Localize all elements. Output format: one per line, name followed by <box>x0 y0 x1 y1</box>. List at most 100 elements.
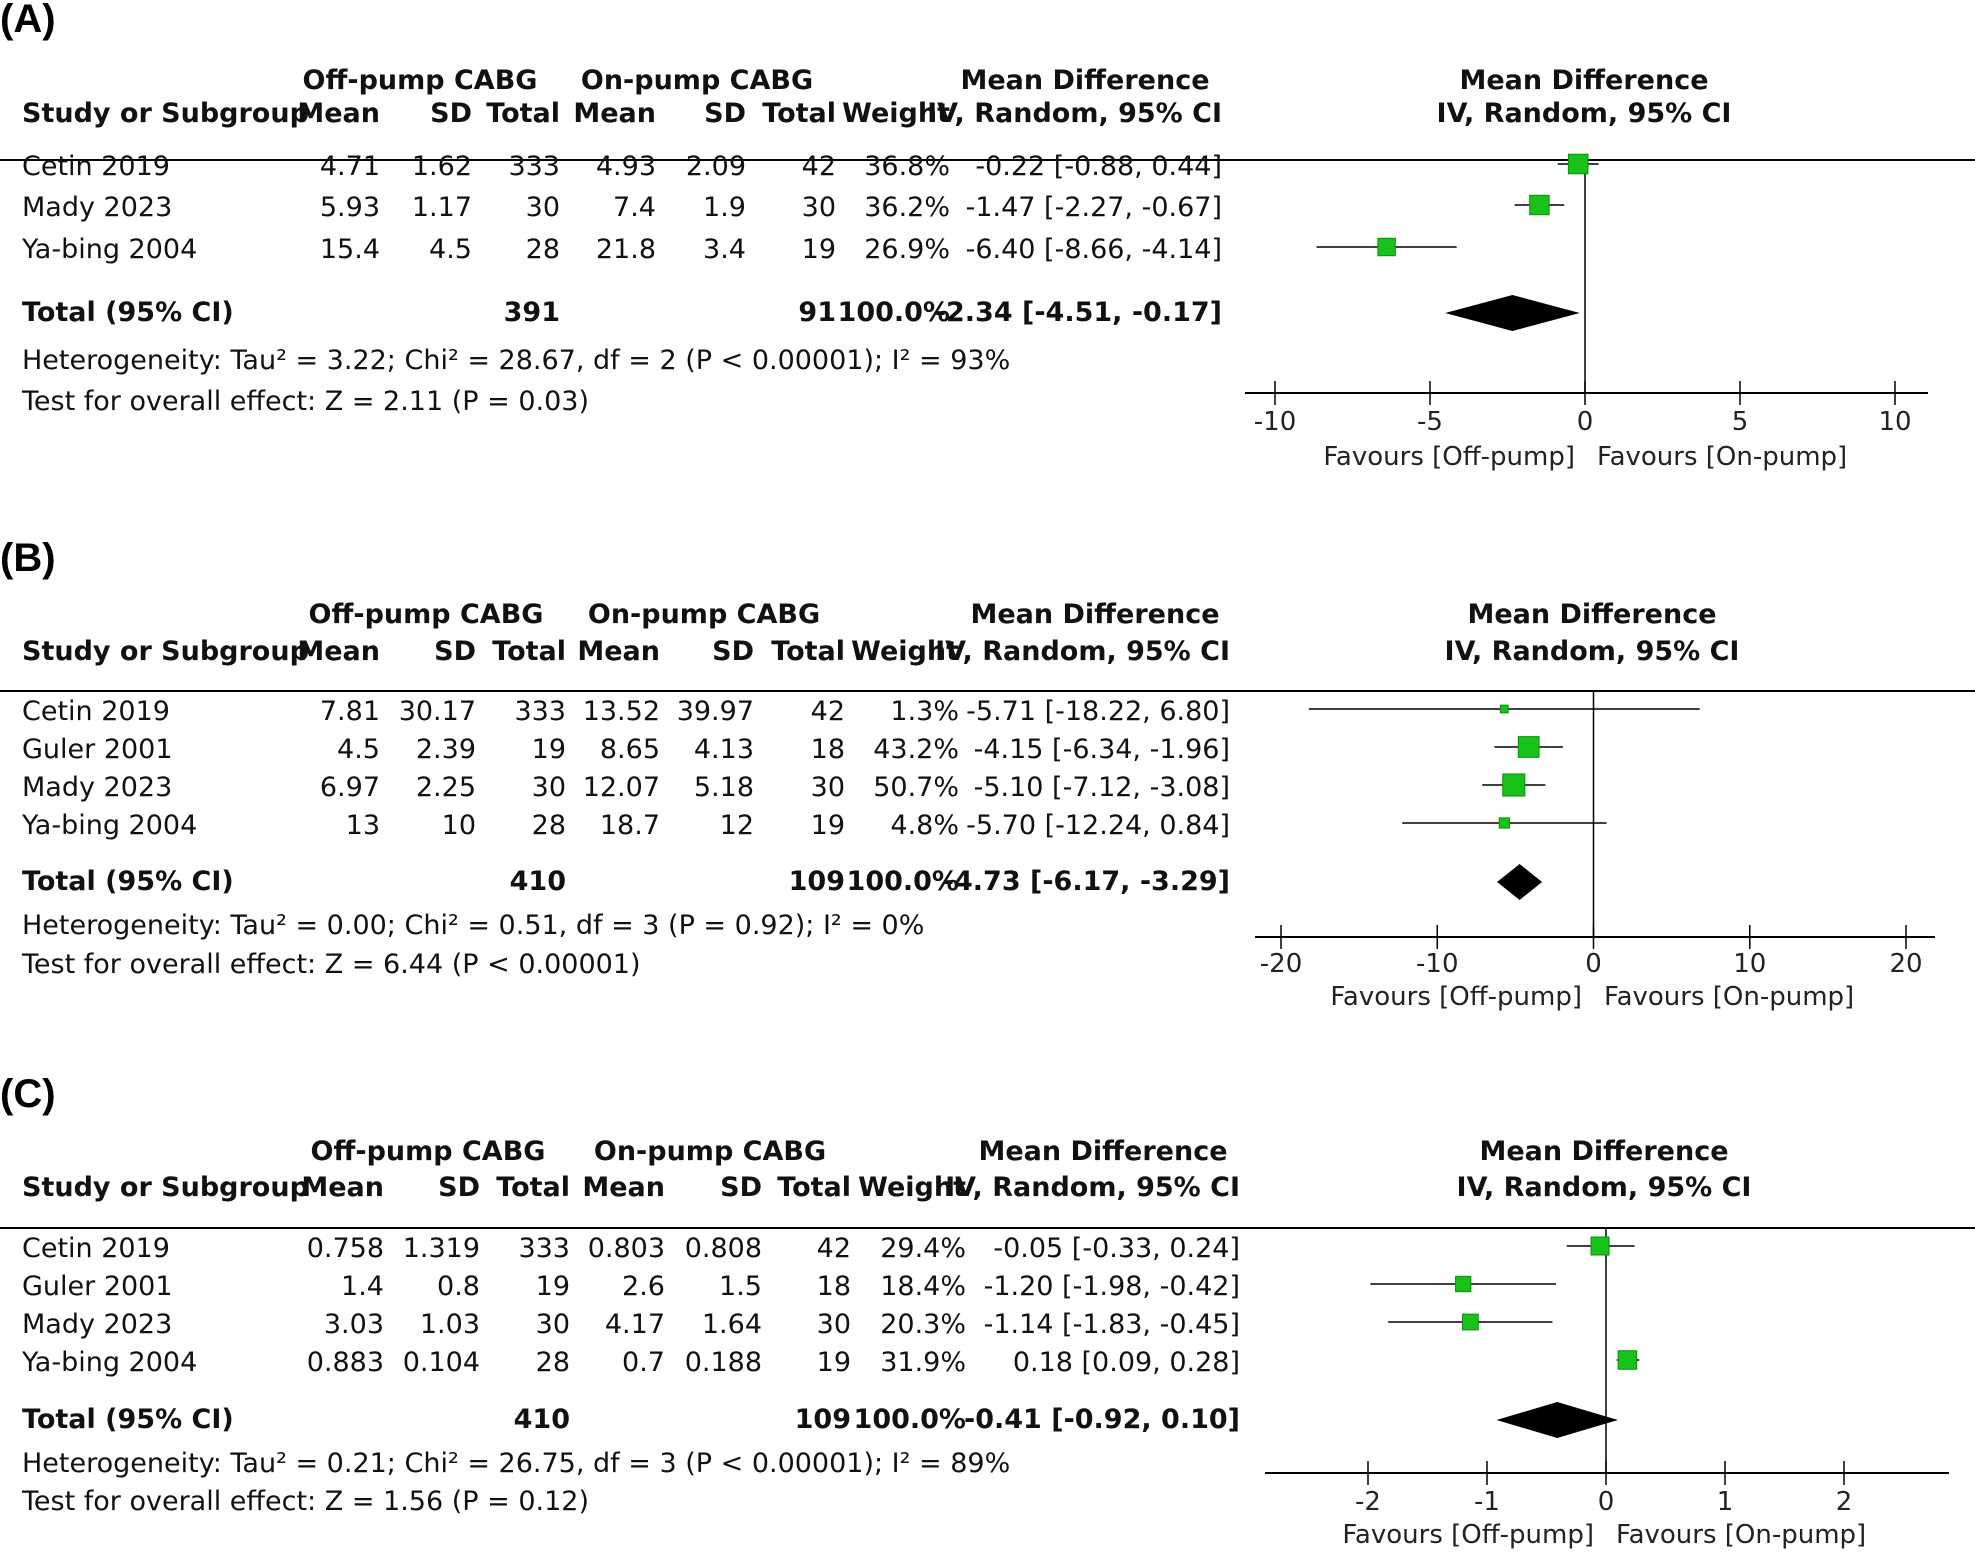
column-header: SD <box>430 98 472 129</box>
md-header: Mean Difference <box>960 65 1209 96</box>
offpump-total: 30 <box>532 772 566 803</box>
x-tick-label: 0 <box>1577 407 1594 437</box>
x-tick-label: 0 <box>1585 949 1602 979</box>
onpump-sd: 0.808 <box>685 1233 762 1264</box>
study-name: Cetin 2019 <box>22 151 170 182</box>
column-header: SD <box>712 636 754 667</box>
study-point <box>1377 237 1396 257</box>
total-offpump: 410 <box>510 866 566 897</box>
total-ci: -2.34 [-4.51, -0.17] <box>935 297 1222 328</box>
panel-a: (A) Off-pump CABG On-pump CABG Mean Differe… <box>0 0 1975 472</box>
onpump-total: 42 <box>811 696 845 727</box>
offpump-sd: 0.104 <box>403 1347 480 1378</box>
study-ci: -0.22 [-0.88, 0.44] <box>975 151 1222 182</box>
offpump-mean: 5.93 <box>320 192 380 223</box>
total-weight: 100.0% <box>854 1404 966 1435</box>
study-ci: -5.71 [-18.22, 6.80] <box>966 696 1230 727</box>
column-header: Total <box>492 636 566 667</box>
column-header: IV, Random, 95% CI <box>927 98 1222 129</box>
offpump-total: 30 <box>536 1309 570 1340</box>
heterogeneity-text: Heterogeneity: Tau² = 0.00; Chi² = 0.51,… <box>22 910 924 941</box>
study-point <box>1590 1236 1610 1256</box>
total-label: Total (95% CI) <box>22 297 234 328</box>
study-weight: 43.2% <box>873 734 959 765</box>
study-weight: 31.9% <box>880 1347 966 1378</box>
study-name: Mady 2023 <box>22 1309 172 1340</box>
column-header: Total <box>777 1172 851 1203</box>
column-header: SD <box>704 98 746 129</box>
offpump-total: 28 <box>532 810 566 841</box>
study-weight: 4.8% <box>890 810 959 841</box>
table-row: Cetin 2019 0.758 1.319 333 0.803 0.808 42 29.4%… <box>22 1233 1240 1264</box>
onpump-sd: 2.09 <box>686 151 746 182</box>
total-onpump: 109 <box>795 1404 851 1435</box>
group1-header: Off-pump CABG <box>309 599 544 630</box>
favours-right-label: Favours [On-pump] <box>1604 982 1854 1012</box>
offpump-mean: 6.97 <box>320 772 380 803</box>
onpump-mean: 12.07 <box>583 772 660 803</box>
column-header: Weight <box>842 98 950 129</box>
onpump-total: 30 <box>802 192 836 223</box>
x-tick-label: -2 <box>1355 1487 1381 1517</box>
x-tick-label: -10 <box>1416 949 1458 979</box>
table-row: Ya-bing 2004 0.883 0.104 28 0.7 0.188 19 31.9% 0… <box>21 1347 1240 1378</box>
total-onpump: 109 <box>789 866 845 897</box>
onpump-sd: 12 <box>720 810 754 841</box>
offpump-total: 333 <box>514 696 566 727</box>
onpump-mean: 7.4 <box>613 192 656 223</box>
onpump-sd: 39.97 <box>677 696 754 727</box>
x-tick-label: 1 <box>1717 1487 1734 1517</box>
study-point <box>1498 817 1511 829</box>
x-tick-label: 10 <box>1878 407 1911 437</box>
offpump-mean: 0.883 <box>307 1347 384 1378</box>
study-weight: 26.9% <box>864 234 950 265</box>
offpump-total: 30 <box>526 192 560 223</box>
column-header: SD <box>720 1172 762 1203</box>
total-ci: -0.41 [-0.92, 0.10] <box>964 1404 1240 1435</box>
study-name: Mady 2023 <box>22 192 172 223</box>
x-tick-label: 10 <box>1733 949 1766 979</box>
onpump-mean: 2.6 <box>622 1271 665 1302</box>
study-name: Guler 2001 <box>22 734 173 765</box>
table-row: Cetin 2019 7.81 30.17 333 13.52 39.97 42 1.3% -5… <box>22 696 1230 727</box>
study-point <box>1529 194 1550 216</box>
total-onpump: 91 <box>798 297 836 328</box>
overall-effect-text: Test for overall effect: Z = 6.44 (P < 0… <box>21 949 641 980</box>
table-row: Cetin 2019 4.71 1.62 333 4.93 2.09 42 36.8% -0.2… <box>22 151 1222 182</box>
group2-header: On-pump CABG <box>581 65 813 96</box>
column-header: Total <box>771 636 845 667</box>
column-header: Total <box>486 98 560 129</box>
column-header: Weight <box>851 636 959 667</box>
study-ci: -1.14 [-1.83, -0.45] <box>984 1309 1240 1340</box>
column-header: Study or Subgroup <box>22 98 309 129</box>
plot-header: Mean Difference <box>1479 1136 1728 1167</box>
offpump-total: 28 <box>536 1347 570 1378</box>
group1-header: Off-pump CABG <box>303 65 538 96</box>
study-weight: 36.2% <box>864 192 950 223</box>
panel-label: (B) <box>0 536 56 580</box>
onpump-mean: 8.65 <box>600 734 660 765</box>
table-row: Mady 2023 3.03 1.03 30 4.17 1.64 30 20.3% -1.14 … <box>22 1309 1240 1340</box>
onpump-total: 18 <box>811 734 845 765</box>
offpump-sd: 1.62 <box>412 151 472 182</box>
onpump-mean: 4.17 <box>605 1309 665 1340</box>
group2-header: On-pump CABG <box>594 1136 826 1167</box>
onpump-sd: 0.188 <box>685 1347 762 1378</box>
study-ci: -5.10 [-7.12, -3.08] <box>974 772 1230 803</box>
study-ci: -4.15 [-6.34, -1.96] <box>974 734 1230 765</box>
x-tick-label: -5 <box>1417 407 1443 437</box>
onpump-mean: 0.803 <box>588 1233 665 1264</box>
study-name: Ya-bing 2004 <box>21 810 197 841</box>
study-point <box>1517 736 1540 758</box>
offpump-sd: 2.39 <box>416 734 476 765</box>
onpump-total: 19 <box>802 234 836 265</box>
column-header: Mean <box>573 98 656 129</box>
study-weight: 29.4% <box>880 1233 966 1264</box>
x-tick-label: 5 <box>1732 407 1749 437</box>
x-tick-label: -1 <box>1474 1487 1500 1517</box>
onpump-mean: 18.7 <box>600 810 660 841</box>
study-ci: -5.70 [-12.24, 0.84] <box>966 810 1230 841</box>
favours-left-label: Favours [Off-pump] <box>1323 442 1575 472</box>
onpump-sd: 1.5 <box>719 1271 762 1302</box>
offpump-mean: 15.4 <box>320 234 380 265</box>
